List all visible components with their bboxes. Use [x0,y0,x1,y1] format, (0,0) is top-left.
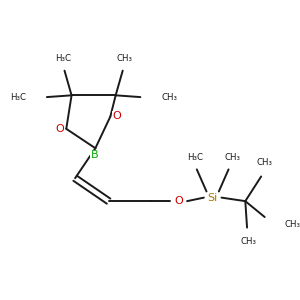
Text: O: O [175,196,184,206]
Text: CH₃: CH₃ [284,220,300,229]
Text: CH₃: CH₃ [241,237,257,246]
Text: CH₃: CH₃ [257,158,273,167]
Text: B: B [91,150,98,160]
Text: CH₃: CH₃ [224,153,240,162]
Text: H₃C: H₃C [55,54,71,63]
Text: H₃C: H₃C [187,153,203,162]
Text: Si: Si [208,193,218,202]
Text: O: O [112,112,121,122]
Text: CH₃: CH₃ [116,54,133,63]
Text: O: O [56,124,64,134]
Text: H₃C: H₃C [10,93,26,102]
Text: CH₃: CH₃ [161,93,178,102]
